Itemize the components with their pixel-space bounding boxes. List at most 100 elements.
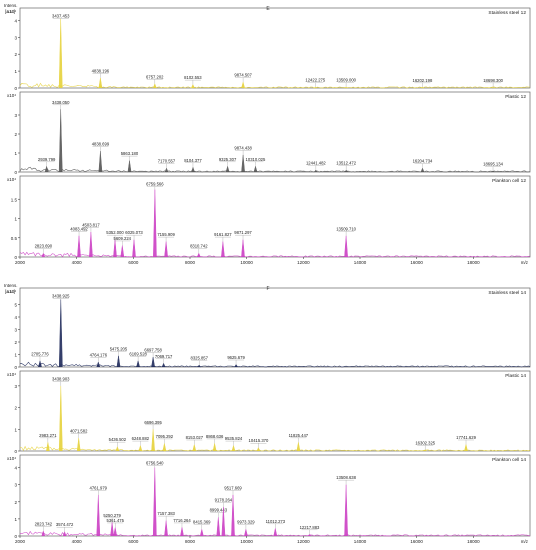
spectrum-peak bbox=[96, 494, 101, 537]
y-tick-label: 4 bbox=[14, 466, 17, 471]
peak-label: 8868.636 bbox=[206, 434, 224, 439]
spectrum-peak bbox=[344, 86, 348, 89]
spectrum-peak bbox=[127, 160, 132, 173]
peak-label: 13509.710 bbox=[336, 226, 356, 231]
spectrum-peak bbox=[153, 189, 157, 258]
peak-label: 8999.443 bbox=[210, 508, 228, 513]
y-tick-label: 0.5 bbox=[11, 236, 18, 241]
panel-title: Stainless steel 12 bbox=[488, 10, 526, 16]
spectrum-peak bbox=[314, 169, 318, 173]
x-tick-label: 16000 bbox=[410, 539, 423, 544]
peak-label: 16302.325 bbox=[415, 440, 435, 445]
y-tick-label: 2 bbox=[14, 52, 17, 57]
peak-label: 7716.264 bbox=[173, 518, 191, 523]
peak-label: 5436.502 bbox=[109, 437, 127, 442]
peak-label: 5352.000 bbox=[106, 230, 124, 235]
peak-label: 2823.690 bbox=[35, 244, 53, 249]
spectrum-peak bbox=[491, 170, 495, 173]
spectrum-peak bbox=[241, 154, 245, 173]
peak-label: 7095.292 bbox=[156, 434, 174, 439]
peak-label: 9161.827 bbox=[214, 232, 232, 237]
peak-label: 16204.734 bbox=[413, 159, 433, 164]
peak-label: 7157.383 bbox=[157, 511, 175, 516]
spectrum-peak bbox=[196, 252, 201, 258]
peak-label: 6757.202 bbox=[146, 74, 164, 79]
spectrum-peak bbox=[192, 444, 197, 452]
y-tick-label: 2 bbox=[14, 340, 17, 345]
peak-label: 9973.329 bbox=[237, 520, 255, 525]
y-tick-label: 1 bbox=[14, 353, 17, 358]
spectrum-peak bbox=[253, 165, 258, 173]
spectrum-peak bbox=[120, 245, 125, 258]
spectrum-peak bbox=[164, 167, 169, 173]
spectrum-peak bbox=[162, 443, 167, 452]
y-tick-label: 3 bbox=[14, 35, 17, 40]
x-tick-label: 6000 bbox=[128, 260, 139, 265]
peak-label: 6696.395 bbox=[144, 420, 162, 425]
y-tick-label: 1 bbox=[14, 517, 17, 522]
y-exponent-label: x10⁴ bbox=[7, 9, 16, 14]
peak-label: 9325.307 bbox=[219, 157, 237, 162]
y-tick-label: 3 bbox=[14, 328, 17, 333]
peak-label: 4838.699 bbox=[92, 142, 110, 147]
spectrum-peak bbox=[110, 522, 114, 537]
spectrum-peak bbox=[96, 361, 101, 368]
peak-label: 3437.453 bbox=[52, 14, 70, 19]
spectrum-peak bbox=[464, 444, 468, 452]
spectrum-peak bbox=[98, 77, 103, 89]
x-tick-label: 4000 bbox=[72, 539, 83, 544]
peak-label: 4764.176 bbox=[90, 353, 108, 358]
peak-label: 6169.528 bbox=[129, 351, 147, 356]
y-tick-label: 1.5 bbox=[11, 197, 18, 202]
spectrum-peak bbox=[58, 385, 63, 452]
spectrum-peak bbox=[58, 109, 63, 173]
y-tick-label: 2 bbox=[14, 132, 17, 137]
spectrum-peak bbox=[191, 84, 195, 89]
spectrum-peak bbox=[164, 241, 168, 258]
peak-label: 5361.475 bbox=[107, 518, 125, 523]
figure-label: E bbox=[266, 6, 270, 12]
y-tick-label: 0 bbox=[14, 255, 17, 260]
spectrum-peak bbox=[98, 151, 103, 173]
spectrum-peak bbox=[76, 437, 81, 452]
peak-label: 2705.776 bbox=[31, 351, 49, 356]
peak-label: 10310.025 bbox=[246, 157, 266, 162]
spectrum-peak bbox=[256, 447, 261, 452]
y-tick-label: 0 bbox=[14, 449, 17, 454]
y-tick-label: 3 bbox=[14, 384, 17, 389]
y-exponent-label: x10⁴ bbox=[7, 177, 16, 182]
peak-label: 10415.370 bbox=[249, 438, 269, 443]
panel-title: Plankton cell 14 bbox=[492, 457, 526, 463]
peak-label: 9517.669 bbox=[224, 485, 242, 490]
peak-label: 2983.271 bbox=[39, 433, 57, 438]
peak-label: 3438.925 bbox=[52, 294, 70, 299]
peak-label: 3574.472 bbox=[56, 522, 74, 527]
x-tick-label: 6000 bbox=[128, 539, 139, 544]
peak-label: 9874.507 bbox=[234, 73, 252, 78]
spectrum-peak bbox=[241, 239, 245, 258]
spectrum-peak bbox=[199, 529, 204, 537]
peak-label: 8415.369 bbox=[193, 520, 211, 525]
y-tick-label: 5 bbox=[14, 303, 17, 308]
spectrum-panel: 0 1 2 3 4 5 x10⁴ Stainless steel 14 F 2705.776 343… bbox=[4, 283, 531, 370]
x-tick-label: 18000 bbox=[467, 260, 480, 265]
peak-label: 8310.742 bbox=[190, 244, 208, 249]
x-axis-unit-label: m/z bbox=[521, 539, 529, 544]
spectrum-peak bbox=[89, 231, 93, 258]
spectrum-peak bbox=[116, 355, 121, 368]
peak-label: 7069.717 bbox=[155, 354, 173, 359]
peak-label: 3438.050 bbox=[52, 100, 70, 105]
spectrum-peak bbox=[221, 241, 225, 258]
peak-label: 6756.540 bbox=[146, 461, 164, 466]
peak-label: 6697.758 bbox=[144, 348, 162, 353]
x-tick-label: 12000 bbox=[297, 260, 310, 265]
spectrum-peak bbox=[241, 81, 245, 89]
peak-label: 13509.000 bbox=[336, 78, 356, 83]
x-tick-label: 2000 bbox=[15, 260, 26, 265]
peak-label: 4071.582 bbox=[70, 428, 88, 433]
y-exponent-label: x10⁴ bbox=[7, 93, 16, 98]
spectrum-peak bbox=[58, 299, 63, 368]
spectrum-peak bbox=[191, 166, 195, 173]
spectrum-peak bbox=[344, 235, 348, 258]
